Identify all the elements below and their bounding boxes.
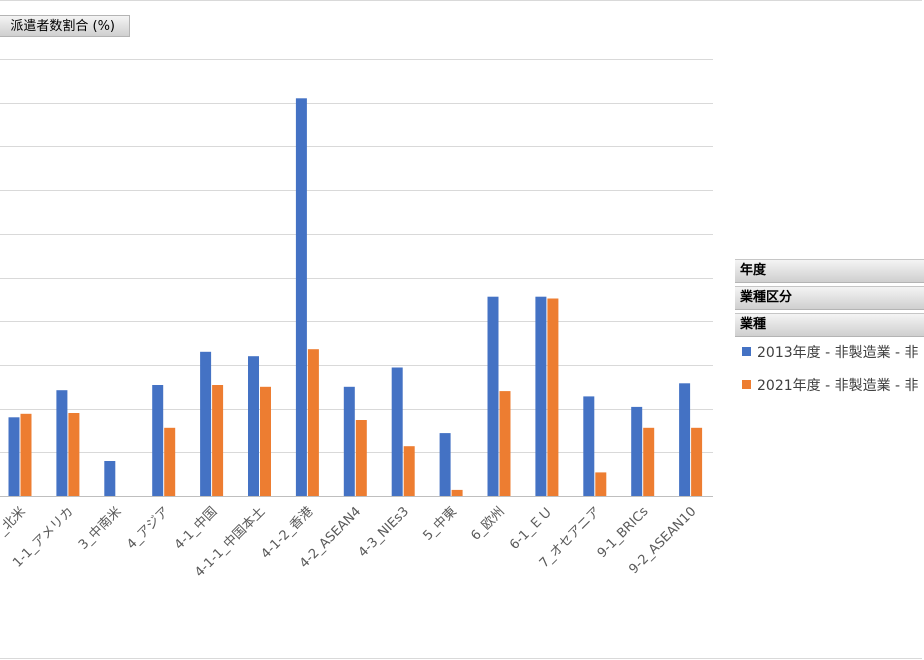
bar-2013-4[interactable]: [200, 351, 212, 496]
bar-2013-11[interactable]: [535, 296, 547, 496]
bar-2013-13[interactable]: [631, 406, 643, 496]
bar-2013-1[interactable]: [56, 390, 68, 496]
legend-header-industry-class[interactable]: 業種区分: [735, 286, 924, 310]
x-tick-label: 3_中南米: [75, 504, 124, 553]
bar-2021-1[interactable]: [68, 413, 80, 496]
bar-2021-12[interactable]: [595, 472, 607, 496]
bar-2013-12[interactable]: [583, 396, 595, 496]
legend-swatch-2021: [742, 380, 751, 389]
bar-2013-2[interactable]: [104, 461, 116, 496]
x-tick-label: 6-1_ＥＵ: [507, 504, 556, 553]
gridlines: [0, 59, 713, 497]
bar-2013-14[interactable]: [679, 383, 691, 496]
legend-entry-2021[interactable]: 2021年度 - 非製造業 - 非: [742, 376, 924, 396]
bar-2021-0[interactable]: [20, 413, 32, 496]
bar-2013-5[interactable]: [248, 356, 259, 496]
bar-2021-4[interactable]: [212, 385, 224, 496]
bar-2021-9[interactable]: [451, 489, 463, 496]
bar-2013-9[interactable]: [439, 433, 451, 496]
legend-label-2013: 2013年度 - 非製造業 - 非: [757, 345, 919, 361]
x-tick-label: _北米: [0, 504, 29, 538]
bar-2021-10[interactable]: [499, 391, 511, 496]
bar-2013-6[interactable]: [295, 98, 307, 497]
x-tick-label: 5_中東: [420, 504, 460, 544]
bar-2013-7[interactable]: [343, 386, 355, 497]
bar-2021-11[interactable]: [547, 298, 559, 497]
legend-header-year[interactable]: 年度: [735, 259, 924, 283]
bar-2013-0[interactable]: [8, 417, 20, 496]
legend-label-2021: 2021年度 - 非製造業 - 非: [757, 378, 919, 394]
x-tick-label: 4_アジア: [124, 504, 172, 552]
bar-2021-6[interactable]: [307, 349, 319, 496]
x-axis-labels: _北米1-1_アメリカ 3_中南米 4_アジア 4-1_中国4-1-1_中国本土4-1…: [0, 504, 699, 581]
bar-2021-5[interactable]: [260, 386, 271, 497]
bar-2021-3[interactable]: [164, 427, 176, 496]
bar-2013-3[interactable]: [152, 385, 164, 496]
legend-entry-2013[interactable]: 2013年度 - 非製造業 - 非: [742, 343, 924, 363]
bar-2021-8[interactable]: [403, 446, 415, 496]
legend-header-industry[interactable]: 業種: [735, 313, 924, 337]
x-tick-label: 4-1_中国: [172, 504, 221, 553]
bar-2021-14[interactable]: [691, 427, 703, 496]
value-field-button[interactable]: 派遣者数割合 (%): [0, 15, 130, 37]
bar-2013-10[interactable]: [487, 296, 499, 496]
bar-2021-7[interactable]: [355, 420, 367, 496]
x-tick-label: 4-3_NIEs3: [356, 504, 412, 560]
legend-swatch-2013: [742, 347, 751, 356]
value-field-label: 派遣者数割合 (%): [10, 19, 115, 34]
bar-2021-13[interactable]: [643, 427, 655, 496]
bars: [8, 98, 703, 497]
bar-2013-8[interactable]: [391, 367, 403, 497]
x-tick-label: 6_欧州: [468, 504, 507, 543]
